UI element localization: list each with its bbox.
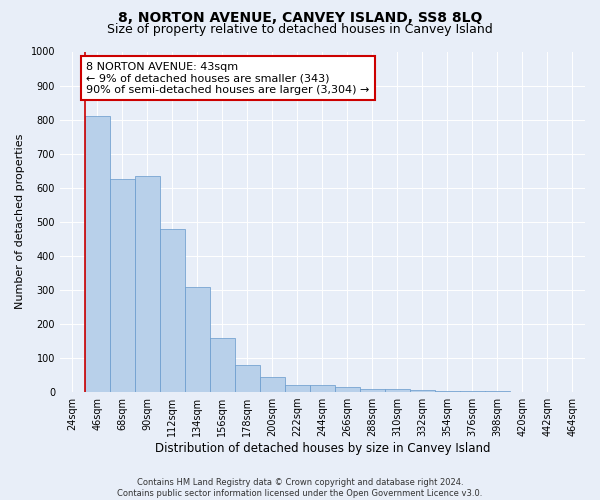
Bar xyxy=(185,286,210,392)
Bar xyxy=(410,390,435,392)
Bar xyxy=(385,390,410,392)
Text: Contains HM Land Registry data © Crown copyright and database right 2024.
Contai: Contains HM Land Registry data © Crown c… xyxy=(118,478,482,498)
Bar xyxy=(110,179,135,392)
Bar xyxy=(210,338,235,392)
Bar xyxy=(360,388,385,392)
Bar xyxy=(435,391,460,392)
Bar xyxy=(235,365,260,392)
Bar xyxy=(260,378,285,392)
Bar xyxy=(135,176,160,392)
Y-axis label: Number of detached properties: Number of detached properties xyxy=(15,134,25,310)
Text: 8, NORTON AVENUE, CANVEY ISLAND, SS8 8LQ: 8, NORTON AVENUE, CANVEY ISLAND, SS8 8LQ xyxy=(118,11,482,25)
Bar xyxy=(335,387,360,392)
Bar xyxy=(285,384,310,392)
Text: Size of property relative to detached houses in Canvey Island: Size of property relative to detached ho… xyxy=(107,22,493,36)
Bar xyxy=(310,384,335,392)
X-axis label: Distribution of detached houses by size in Canvey Island: Distribution of detached houses by size … xyxy=(155,442,490,455)
Bar xyxy=(85,116,110,392)
Bar xyxy=(160,228,185,392)
Text: 8 NORTON AVENUE: 43sqm
← 9% of detached houses are smaller (343)
90% of semi-det: 8 NORTON AVENUE: 43sqm ← 9% of detached … xyxy=(86,62,370,95)
